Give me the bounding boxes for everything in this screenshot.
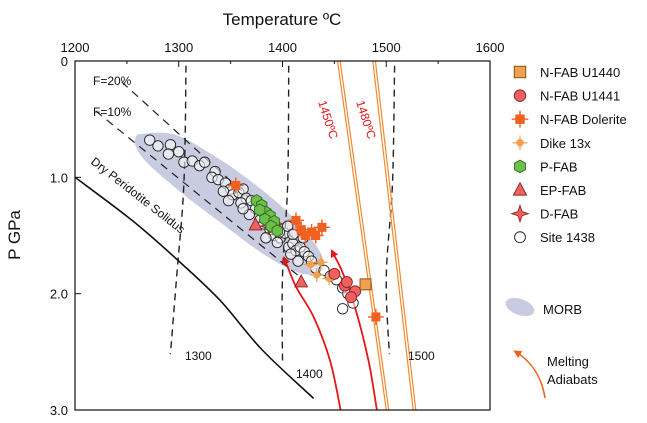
legend-melting-label: Melting <box>547 354 589 369</box>
point-dike-13x-3 <box>309 268 324 283</box>
legend-marker-d-fab <box>510 203 530 224</box>
legend-marker-dike-13x <box>512 135 528 151</box>
x-tick-label-1200: 1200 <box>61 40 90 55</box>
point-n-fab-u1441-4 <box>340 276 353 288</box>
point-n-fab-dolerite-1-box <box>231 180 241 190</box>
y-tick-label-1.0: 1.0 <box>50 170 68 185</box>
annotation-f20: F=20% <box>93 74 132 88</box>
point-dike-13x-3-dot <box>313 271 321 279</box>
point-site-1438-9 <box>199 156 211 168</box>
legend-morb-label: MORB <box>543 302 582 317</box>
point-n-fab-dolerite-7 <box>313 219 330 236</box>
legend-marker-dike-13x-dot <box>516 139 524 147</box>
legend-label-n-fab-u1441: N-FAB U1441 <box>540 89 620 104</box>
legend-morb-swatch <box>505 297 535 317</box>
point-site-1438-3 <box>164 139 177 151</box>
isotherm-1500 <box>385 65 396 355</box>
point-site-1438-49 <box>260 232 272 244</box>
legend-label-p-fab: P-FAB <box>540 159 578 174</box>
adiabat-1480 <box>372 61 417 410</box>
point-dike-13x-2-dot <box>317 258 325 266</box>
point-site-1438-53 <box>222 194 235 207</box>
legend-marker-n-fab-dolerite-box <box>515 114 525 124</box>
legend: N-FAB U1440 N-FAB U1441 N-FAB Dolerite Dike… <box>505 65 627 399</box>
legend-melting-arrow <box>513 350 546 399</box>
annotation-isotherm-1500: 1500 <box>408 349 435 363</box>
point-n-fab-dolerite-8 <box>367 308 384 325</box>
annotation-f10: F=10% <box>93 105 132 119</box>
point-n-fab-u1440-1 <box>359 278 372 291</box>
legend-label-dike-13x: Dike 13x <box>540 136 591 151</box>
point-site-1438-5 <box>173 146 185 158</box>
point-site-1438-2 <box>152 140 164 152</box>
point-dike-13x-2 <box>313 255 328 270</box>
annotation-1480: 1480ºC <box>353 99 379 141</box>
adiabat-line-b <box>339 61 390 410</box>
point-site-1438-50 <box>285 248 297 260</box>
point-p-fab-8 <box>254 203 266 217</box>
x-axis-title: Temperature ºC <box>223 10 342 29</box>
point-dike-13x-1-dot <box>306 260 315 269</box>
point-n-fab-dolerite-4-box <box>300 231 310 240</box>
solidus-line <box>75 176 315 399</box>
legend-marker-p-fab <box>514 159 526 174</box>
legend-label-n-fab-u1440: N-FAB U1440 <box>540 65 620 80</box>
legend-marker-n-fab-dolerite <box>511 110 529 128</box>
legend-label-n-fab-dolerite: N-FAB Dolerite <box>540 112 627 127</box>
point-ep-fab-2 <box>294 274 309 288</box>
point-n-fab-dolerite-6-box <box>311 231 321 240</box>
point-site-1438-54 <box>217 185 230 197</box>
y-axis-title: P GPa <box>5 210 24 260</box>
legend-marker-site-1438 <box>514 231 526 244</box>
legend-marker-n-fab-u1441 <box>513 89 527 102</box>
point-dike-13x-1 <box>303 257 318 272</box>
y-tick-label-2.0: 2.0 <box>50 287 68 302</box>
point-site-1438-45 <box>337 303 349 315</box>
legend-label-ep-fab: EP-FAB <box>540 183 586 198</box>
annotation-isotherm-1400: 1400 <box>296 367 323 381</box>
point-n-fab-dolerite-2-box <box>291 215 301 225</box>
adiabat-line-a <box>336 61 387 410</box>
point-site-1438-52 <box>237 203 249 215</box>
legend-label-d-fab: D-FAB <box>540 207 578 222</box>
point-p-fab-9 <box>271 224 283 238</box>
y-tick-label-3.0: 3.0 <box>50 403 68 418</box>
y-tick-label-0: 0 <box>61 54 68 69</box>
isopleth-f10 <box>95 110 304 281</box>
x-tick-label-1400: 1400 <box>268 40 297 55</box>
annotation-isotherm-1300: 1300 <box>185 349 212 363</box>
legend-label-site-1438: Site 1438 <box>540 230 595 245</box>
legend-marker-ep-fab <box>512 181 528 196</box>
point-n-fab-u1441-1 <box>328 267 341 280</box>
melting-adiabat-1 <box>282 256 342 410</box>
plot-layer <box>75 61 417 410</box>
point-n-fab-dolerite-3-box <box>296 225 306 235</box>
adiabat-line-b <box>374 61 417 410</box>
point-n-fab-dolerite-6 <box>307 227 324 244</box>
point-n-fab-dolerite-7-box <box>317 222 327 232</box>
isotherm-1300 <box>169 65 187 355</box>
adiabat-1450 <box>336 61 390 410</box>
x-tick-label-1500: 1500 <box>372 40 401 55</box>
x-tick-label-1300: 1300 <box>164 40 193 55</box>
legend-marker-n-fab-u1440 <box>513 65 527 79</box>
annotation-1450: 1450ºC <box>315 99 341 141</box>
adiabat-line-a <box>372 61 414 410</box>
point-ep-fab-1 <box>248 217 263 231</box>
x-tick-label-1600: 1600 <box>476 40 505 55</box>
point-site-1438-37 <box>292 255 304 267</box>
ticks-layer: 1200 1300 1400 1500 1600 0 1.0 2.0 3.0 <box>50 40 505 418</box>
legend-adiabats-label: Adiabats <box>547 372 598 387</box>
point-n-fab-dolerite-8-box <box>371 312 381 322</box>
point-site-1438-4 <box>162 148 175 160</box>
point-site-1438-1 <box>144 134 156 146</box>
point-site-1438-47 <box>287 228 299 240</box>
point-n-fab-dolerite-1 <box>227 177 244 194</box>
point-site-1438-29 <box>271 236 283 249</box>
point-site-1438-46 <box>282 220 294 232</box>
point-n-fab-u1441-5 <box>345 291 357 304</box>
point-n-fab-dolerite-2 <box>287 212 304 229</box>
